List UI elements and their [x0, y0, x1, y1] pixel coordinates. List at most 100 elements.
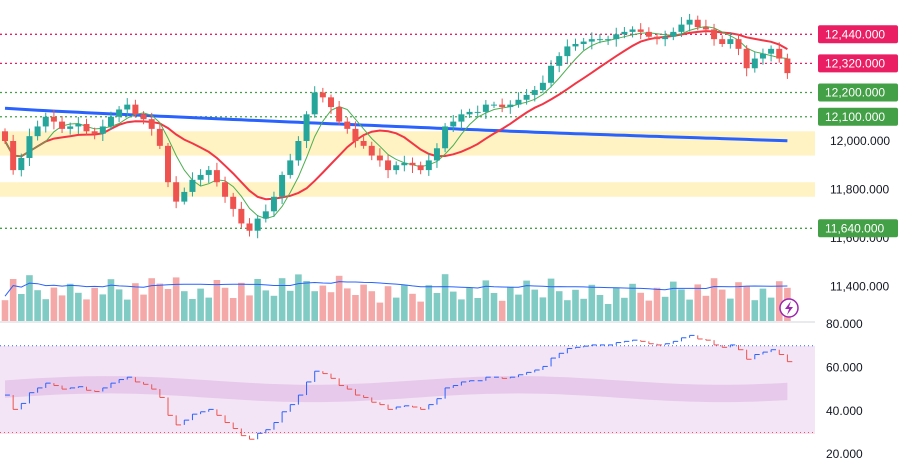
volume-bar — [205, 297, 213, 321]
candle — [474, 105, 481, 118]
candle — [727, 32, 734, 49]
candle — [523, 89, 530, 105]
level-badge: 12,100.000 — [818, 107, 898, 126]
candle — [10, 134, 17, 175]
volume-bar — [612, 287, 620, 321]
volume-bar — [775, 281, 783, 321]
volume-bar — [564, 300, 571, 321]
lightning-icon[interactable] — [779, 298, 799, 318]
rsi-tick-label: 20.000 — [826, 447, 863, 461]
candle — [539, 75, 546, 93]
volume-bar — [335, 275, 343, 321]
volume-bar — [99, 294, 107, 321]
level-badge: 12,440.000 — [818, 25, 898, 44]
volume-bar — [107, 279, 115, 321]
volume-bar — [596, 295, 604, 321]
volume-bar — [547, 278, 555, 321]
svg-text:12,200.000: 12,200.000 — [825, 86, 885, 100]
volume-bar — [66, 283, 74, 321]
volume-bar — [531, 289, 539, 321]
price-tick-label: 11,400.000 — [830, 280, 889, 294]
candle — [319, 87, 326, 103]
volume-bar — [409, 293, 416, 321]
candle — [629, 26, 636, 38]
candle — [376, 148, 383, 167]
volume-bar — [661, 296, 669, 321]
volume-bar — [148, 278, 155, 321]
candle — [344, 117, 351, 134]
level-badges: 12,440.000 12,320.000 12,200.000 12,100.000… — [818, 25, 898, 238]
candle — [531, 85, 538, 102]
volume-bar — [197, 288, 204, 321]
level-badge: 12,200.000 — [818, 83, 898, 102]
volume-bar — [75, 292, 82, 321]
volume-bar — [368, 291, 376, 321]
candle — [303, 111, 310, 149]
volume-bar — [164, 289, 172, 321]
candle — [637, 23, 644, 40]
candle — [613, 27, 620, 47]
candle — [670, 27, 677, 41]
volume-bar — [580, 298, 587, 321]
volume-bar — [441, 274, 449, 321]
volume-bar — [507, 286, 514, 321]
volume-bar — [694, 284, 702, 321]
volume-bar — [637, 292, 644, 321]
volume-bar — [18, 294, 25, 321]
candle — [107, 111, 114, 131]
volume-bar — [474, 298, 481, 321]
volume-bar — [466, 287, 473, 321]
candles — [2, 13, 791, 239]
svg-text:12,440.000: 12,440.000 — [825, 27, 885, 41]
candle — [173, 176, 180, 209]
volume-bar — [311, 291, 318, 321]
candle — [572, 38, 579, 51]
candle — [2, 128, 8, 144]
volume-bar — [221, 287, 229, 321]
candle — [702, 19, 709, 35]
volume-bar — [229, 298, 237, 321]
candle — [743, 45, 750, 77]
volume-bar — [123, 299, 131, 321]
volume-bar — [490, 293, 498, 321]
candle — [116, 106, 123, 123]
volume-bar — [181, 291, 188, 321]
volume-bar — [653, 287, 661, 321]
volume-bar — [246, 295, 253, 321]
candle — [230, 192, 237, 217]
volume-bar — [384, 286, 392, 321]
volume-bar — [767, 297, 775, 321]
rsi-steps — [5, 334, 793, 440]
candle — [222, 176, 229, 203]
volume-bar — [189, 299, 196, 321]
volume-bar — [156, 283, 164, 321]
candle — [34, 120, 41, 141]
candle — [83, 118, 90, 136]
price-tick-label: 12,000.000 — [830, 134, 890, 148]
volume-bar — [344, 288, 351, 321]
svg-text:11,640.000: 11,640.000 — [825, 221, 884, 235]
volume-bar — [670, 281, 677, 321]
candle — [694, 15, 701, 31]
candle — [711, 23, 718, 46]
candle — [645, 27, 652, 41]
candle — [295, 136, 302, 166]
candle — [91, 127, 98, 140]
candle — [735, 33, 742, 56]
candle — [393, 161, 400, 175]
candle — [417, 161, 424, 175]
volume-bar — [449, 291, 457, 321]
volume-bar — [83, 299, 90, 321]
volume-bar — [286, 290, 294, 321]
volume-bar — [686, 299, 693, 321]
candle — [254, 214, 261, 239]
candle — [336, 100, 343, 125]
volume-bar — [604, 304, 612, 321]
volume-bar — [482, 280, 490, 321]
volume-bar — [213, 280, 221, 321]
candle — [148, 112, 155, 136]
price-pane — [0, 13, 815, 321]
candle — [507, 100, 514, 114]
volume-bar — [115, 289, 123, 321]
